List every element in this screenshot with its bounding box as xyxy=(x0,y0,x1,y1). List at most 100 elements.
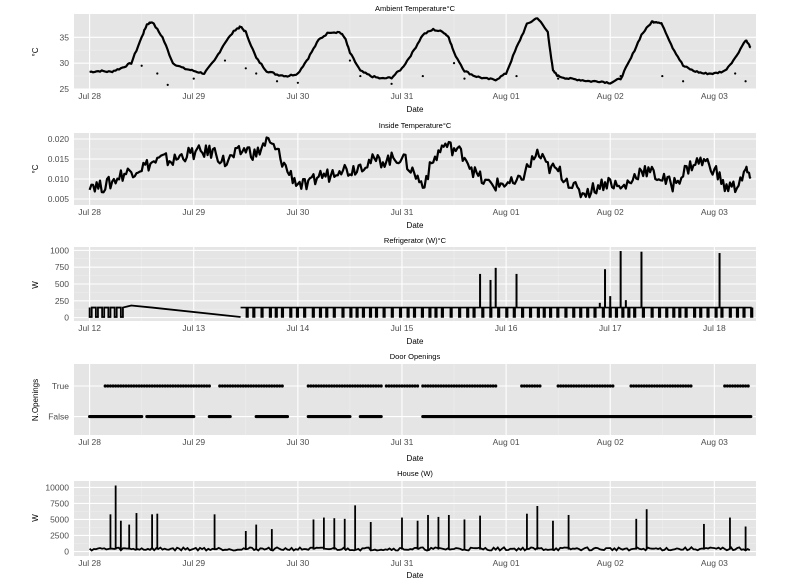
door-open-point xyxy=(725,384,729,388)
door-open-point xyxy=(647,384,651,388)
door-open-point xyxy=(275,384,279,388)
data-point xyxy=(255,72,258,75)
door-open-point xyxy=(611,384,615,388)
data-point xyxy=(390,82,393,85)
data-point xyxy=(463,77,466,80)
door-open-point xyxy=(473,384,477,388)
door-open-point xyxy=(160,384,165,388)
door-open-point xyxy=(449,384,454,388)
door-open-point xyxy=(457,384,461,388)
data-point xyxy=(244,67,247,70)
door-open-point xyxy=(140,384,144,388)
y-tick-labels: 25 30 35 xyxy=(60,32,70,94)
plot-panel xyxy=(74,481,756,556)
y-axis-label: °C xyxy=(31,164,40,173)
data-point xyxy=(348,59,352,62)
door-open-point xyxy=(676,384,680,388)
x-tick-label: Aug 02 xyxy=(597,437,624,447)
door-open-point xyxy=(429,384,433,388)
door-open-point xyxy=(408,384,412,388)
y-tick-label: 750 xyxy=(55,262,69,272)
door-open-point xyxy=(358,384,362,388)
series-line xyxy=(89,17,752,85)
door-open-point xyxy=(439,384,443,388)
door-open-point xyxy=(405,384,409,388)
door-open-point xyxy=(475,384,480,388)
door-open-point xyxy=(265,384,269,388)
door-open-point xyxy=(163,384,167,388)
chart-title: Refrigerator (W)°C xyxy=(384,236,447,245)
door-open-point xyxy=(233,384,237,388)
x-tick-labels: Jul 12 Jul 13 Jul 14 Jul 15 Jul 16 Jul 17 Jul … xyxy=(78,323,726,333)
door-open-point xyxy=(455,384,459,388)
door-open-point xyxy=(397,384,401,388)
door-open-point xyxy=(134,384,139,388)
x-tick-label: Jul 30 xyxy=(287,207,310,217)
door-open-point xyxy=(311,384,316,388)
y-tick-label: 25 xyxy=(60,84,70,94)
door-open-point xyxy=(585,384,589,388)
door-open-point xyxy=(176,384,180,388)
door-open-point xyxy=(121,384,126,388)
door-open-point xyxy=(741,384,745,388)
data-point xyxy=(359,74,362,78)
door-open-point xyxy=(192,384,196,388)
y-tick-label: 0.020 xyxy=(48,134,70,144)
door-open-point xyxy=(535,384,539,388)
data-point xyxy=(275,80,279,83)
door-open-point xyxy=(197,384,201,388)
door-open-point xyxy=(579,384,584,388)
door-open-point xyxy=(153,384,157,388)
door-open-point xyxy=(371,384,375,388)
door-open-point xyxy=(645,384,649,388)
door-open-point xyxy=(267,384,271,388)
door-open-point xyxy=(332,384,336,388)
door-open-point xyxy=(280,384,284,388)
series-line xyxy=(88,304,241,318)
door-open-point xyxy=(520,384,524,388)
door-open-point xyxy=(743,384,748,388)
x-tick-label: Aug 01 xyxy=(493,91,520,101)
x-tick-label: Jul 18 xyxy=(703,323,726,333)
y-axis-label: W xyxy=(31,281,40,289)
door-open-point xyxy=(462,384,467,388)
x-tick-label: Aug 03 xyxy=(701,437,728,447)
door-open-point xyxy=(218,384,222,388)
door-open-point xyxy=(127,384,131,388)
door-open-point xyxy=(590,384,594,388)
door-openings-chart: False True Jul 28 Jul 29 Jul 30 Jul 31 Aug 01… xyxy=(31,352,756,463)
door-open-point xyxy=(389,384,394,388)
x-tick-label: Aug 03 xyxy=(701,558,728,568)
y-tick-label: 7500 xyxy=(50,498,69,508)
door-open-point xyxy=(272,384,277,388)
y-tick-label: 0.015 xyxy=(48,154,70,164)
door-open-point xyxy=(681,384,685,388)
door-open-point xyxy=(392,384,396,388)
door-open-point xyxy=(746,384,750,388)
door-open-point xyxy=(402,384,407,388)
door-open-point xyxy=(569,384,573,388)
x-tick-label: Jul 31 xyxy=(391,207,414,217)
door-open-point xyxy=(595,384,599,388)
x-tick-label: Jul 31 xyxy=(391,558,414,568)
door-open-point xyxy=(538,384,542,388)
door-open-point xyxy=(155,384,159,388)
x-tick-label: Jul 29 xyxy=(182,437,205,447)
door-open-point xyxy=(556,384,560,388)
x-tick-labels: Jul 28 Jul 29 Jul 30 Jul 31 Aug 01 Aug 02 Aug … xyxy=(78,437,728,447)
door-open-point xyxy=(738,384,742,388)
door-open-point xyxy=(468,384,472,388)
door-open-point xyxy=(728,384,732,388)
door-open-point xyxy=(736,384,740,388)
door-open-point xyxy=(327,384,331,388)
y-tick-label: 35 xyxy=(60,32,70,42)
data-point xyxy=(515,74,518,78)
data-point xyxy=(296,81,299,84)
door-open-point xyxy=(566,384,571,388)
door-open-point xyxy=(142,384,146,388)
y-tick-label: 0 xyxy=(64,313,69,323)
x-tick-label: Aug 03 xyxy=(701,207,728,217)
door-open-point xyxy=(673,384,677,388)
door-open-point xyxy=(220,384,224,388)
